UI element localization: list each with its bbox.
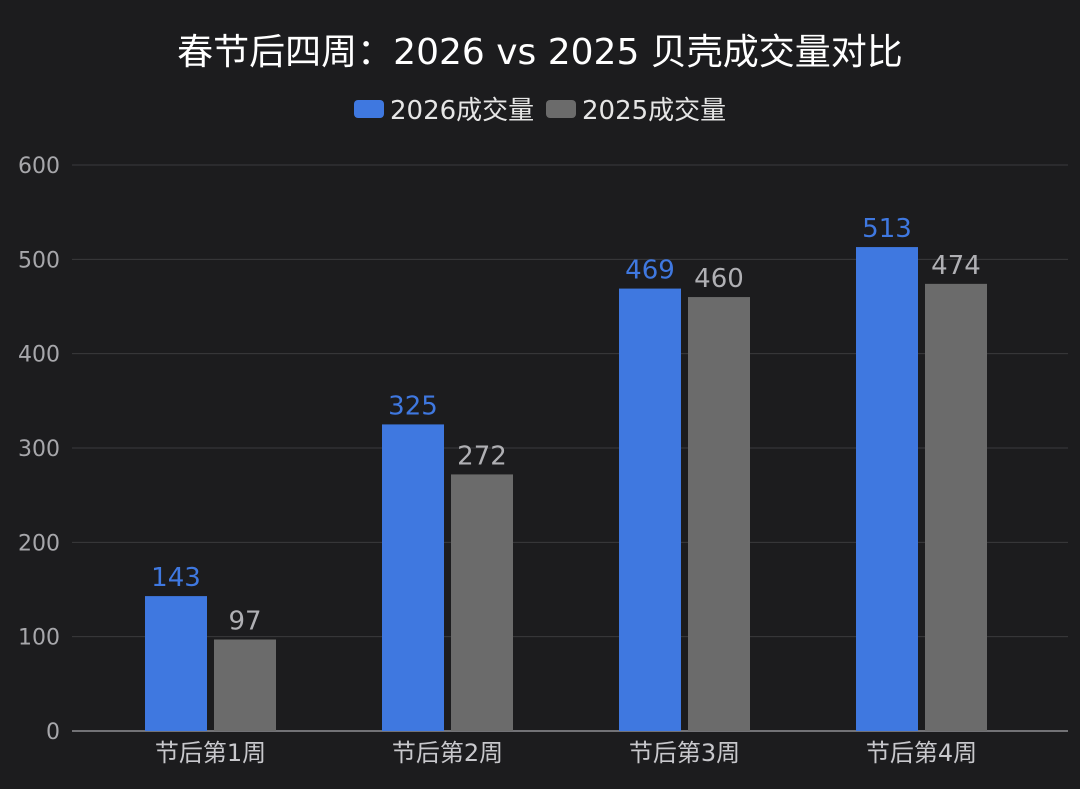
data-label: 97 <box>228 606 261 636</box>
y-tick-label: 200 <box>18 531 60 556</box>
x-tick-label: 节后第2周 <box>392 739 503 767</box>
y-tick-label: 600 <box>18 154 60 179</box>
bar-2025 <box>925 283 987 731</box>
bars <box>145 247 987 731</box>
y-tick-label: 100 <box>18 626 60 651</box>
y-tick-label: 500 <box>18 248 60 273</box>
chart-title: 春节后四周：2026 vs 2025 贝壳成交量对比 <box>177 32 903 73</box>
legend-label-2026: 2026成交量 <box>390 96 534 126</box>
y-tick-label: 300 <box>18 437 60 462</box>
bar-2026 <box>145 596 207 731</box>
bar-2025 <box>688 297 750 731</box>
x-tick-label: 节后第4周 <box>866 739 977 767</box>
x-tick-label: 节后第3周 <box>629 739 740 767</box>
bar-2026 <box>382 424 444 731</box>
data-label: 325 <box>388 391 438 421</box>
bar-2026 <box>619 288 681 731</box>
data-labels: 143 97 325 272 469 460 513 474 <box>151 214 981 636</box>
x-tick-label: 节后第1周 <box>155 739 266 767</box>
legend-label-2025: 2025成交量 <box>582 96 726 126</box>
bar-2025 <box>451 474 513 731</box>
y-tick-label: 400 <box>18 343 60 368</box>
legend-swatch-2025 <box>546 100 576 118</box>
data-label: 143 <box>151 563 201 593</box>
data-label: 460 <box>694 264 744 294</box>
legend: 2026成交量 2025成交量 <box>354 96 726 126</box>
data-label: 272 <box>457 441 507 471</box>
data-label: 469 <box>625 256 675 286</box>
data-label: 474 <box>931 251 981 281</box>
y-tick-label: 0 <box>46 720 60 745</box>
y-axis: 0 100 200 300 400 500 600 <box>18 154 60 745</box>
legend-swatch-2026 <box>354 100 384 118</box>
bar-2026 <box>856 247 918 731</box>
data-label: 513 <box>862 214 912 244</box>
x-axis: 节后第1周 节后第2周 节后第3周 节后第4周 <box>155 739 977 767</box>
bar-2025 <box>214 639 276 731</box>
